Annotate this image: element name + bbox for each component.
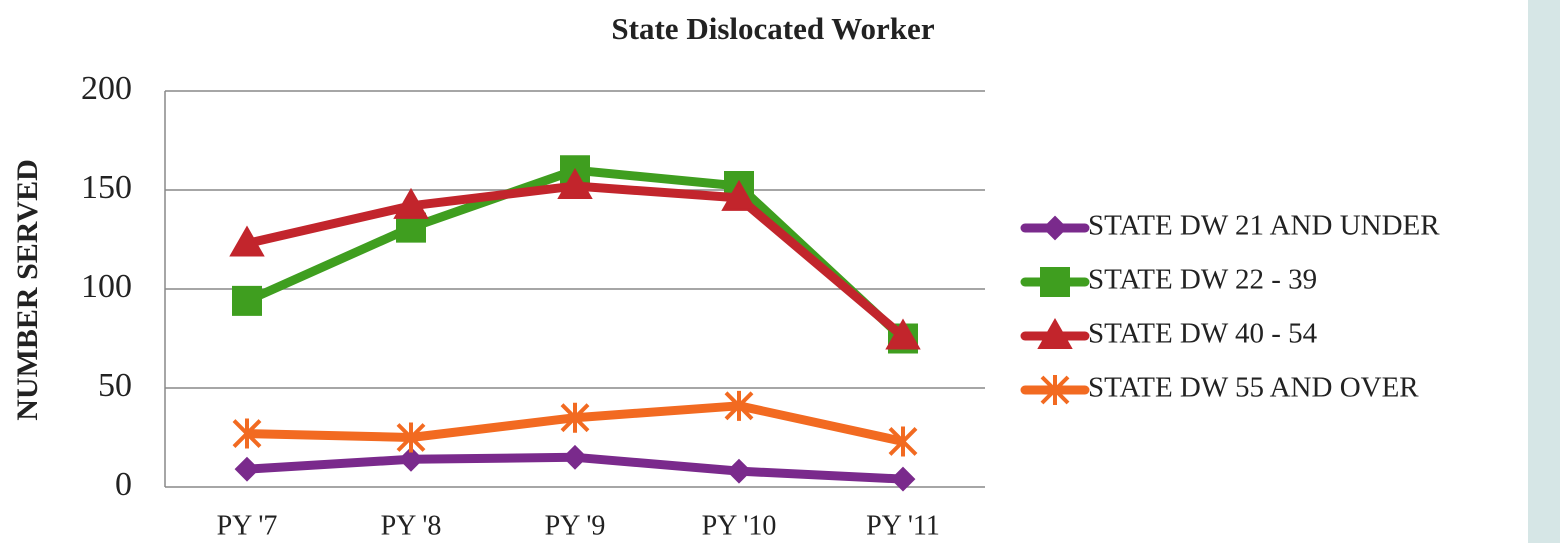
x-tick-label: PY '9 xyxy=(545,510,606,541)
point-marker xyxy=(724,390,754,421)
x-tick-label: PY '7 xyxy=(217,510,278,541)
legend-label: STATE DW 22 - 39 xyxy=(1088,264,1317,296)
legend-marker xyxy=(1040,267,1070,297)
point-marker xyxy=(557,168,593,200)
point-marker xyxy=(234,456,260,482)
legend-marker xyxy=(1040,375,1070,405)
y-tick-label: 100 xyxy=(81,268,132,305)
y-tick-label: 150 xyxy=(81,169,132,206)
y-axis-label: NUMBER SERVED xyxy=(11,159,44,420)
legend-label: STATE DW 21 AND UNDER xyxy=(1088,210,1440,242)
legend-marker xyxy=(1042,215,1068,241)
x-tick-label: PY '10 xyxy=(702,510,777,541)
y-tick-label: 50 xyxy=(98,367,132,404)
y-tick-label: 200 xyxy=(81,70,132,107)
point-marker xyxy=(560,402,590,433)
point-marker xyxy=(398,446,424,472)
point-marker xyxy=(562,444,588,470)
point-marker xyxy=(888,426,918,457)
point-marker xyxy=(885,318,921,350)
legend-label: STATE DW 55 AND OVER xyxy=(1088,372,1419,404)
legend-label: STATE DW 40 - 54 xyxy=(1088,318,1318,350)
page-edge xyxy=(1528,0,1560,543)
point-marker xyxy=(229,225,265,257)
y-tick-label: 0 xyxy=(115,466,132,503)
point-marker xyxy=(726,458,752,484)
x-tick-label: PY '11 xyxy=(866,510,940,541)
point-marker xyxy=(890,466,916,492)
point-marker xyxy=(232,285,262,316)
point-marker xyxy=(232,418,262,449)
point-marker xyxy=(393,187,429,219)
point-marker xyxy=(721,179,757,211)
chart-title: State Dislocated Worker xyxy=(611,11,934,46)
legend-marker xyxy=(1037,317,1073,349)
point-marker xyxy=(396,422,426,453)
x-tick-label: PY '8 xyxy=(381,510,442,541)
